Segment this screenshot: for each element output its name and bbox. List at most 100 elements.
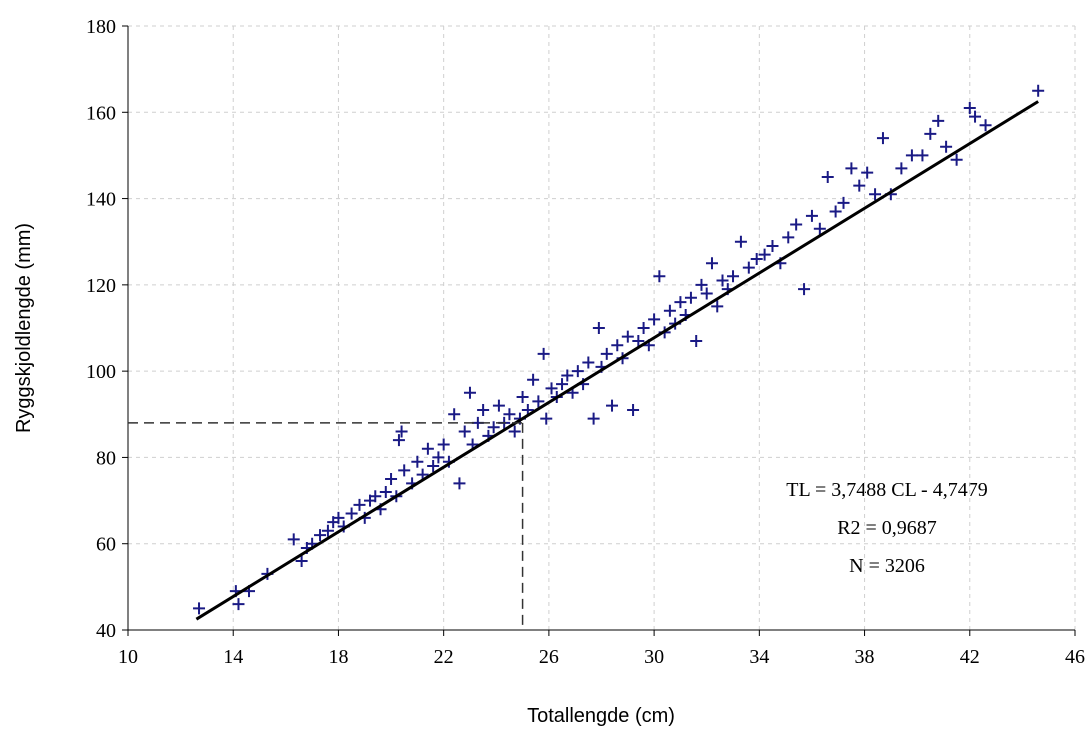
x-tick-label: 10: [118, 646, 138, 668]
point: [684, 291, 697, 304]
point: [621, 330, 634, 343]
point: [750, 252, 763, 265]
point: [385, 473, 398, 485]
y-tick-label: 80: [96, 447, 116, 469]
point: [369, 490, 382, 503]
point: [503, 408, 516, 421]
point: [527, 373, 540, 386]
point: [287, 533, 300, 546]
point: [940, 140, 953, 153]
point: [632, 334, 645, 347]
point: [766, 240, 779, 253]
point: [905, 149, 918, 162]
point: [353, 498, 366, 511]
x-tick-label: 18: [328, 646, 348, 668]
point: [861, 166, 874, 179]
point: [427, 460, 440, 473]
point: [837, 196, 850, 209]
x-tick-label: 14: [223, 646, 243, 668]
point: [398, 464, 411, 477]
point: [637, 322, 650, 334]
x-tick-label: 22: [434, 646, 454, 668]
point: [758, 248, 771, 261]
point: [821, 171, 834, 183]
point: [979, 119, 992, 132]
y-tick-label: 160: [86, 102, 116, 124]
point: [845, 162, 858, 175]
point: [805, 209, 818, 222]
point: [332, 511, 345, 524]
point: [395, 425, 408, 438]
point: [421, 442, 434, 455]
point: [653, 270, 666, 283]
point: [537, 347, 550, 360]
y-axis-title: Ryggskjoldlengde (mm): [13, 223, 35, 433]
point: [448, 408, 461, 421]
point: [458, 425, 471, 438]
point: [705, 257, 718, 270]
point: [411, 455, 424, 468]
point: [734, 235, 747, 248]
y-tick-label: 60: [96, 534, 116, 556]
point: [232, 598, 245, 611]
point: [716, 274, 729, 287]
point: [606, 399, 619, 412]
point: [627, 403, 640, 416]
x-tick-label: 26: [539, 646, 559, 668]
point: [571, 365, 584, 378]
point: [463, 386, 476, 399]
x-tick-label: 46: [1065, 646, 1085, 668]
point: [790, 218, 803, 231]
point: [508, 425, 521, 438]
point: [437, 438, 450, 451]
annotation: R2 = 0,9687: [837, 517, 937, 539]
point: [432, 451, 445, 464]
point: [876, 132, 889, 145]
point: [963, 101, 976, 114]
point: [663, 304, 676, 317]
annotation: N = 3206: [849, 555, 925, 577]
point: [727, 270, 740, 283]
point: [477, 403, 490, 416]
point: [853, 179, 866, 192]
point: [695, 278, 708, 291]
fit-line: [195, 100, 1039, 621]
point: [648, 313, 661, 326]
point: [545, 382, 558, 395]
point: [193, 602, 206, 615]
x-tick-label: 30: [644, 646, 664, 668]
point: [932, 114, 945, 127]
point: [492, 399, 505, 412]
y-tick-label: 120: [86, 275, 116, 297]
y-tick-label: 40: [96, 620, 116, 642]
point: [587, 412, 600, 425]
point: [295, 554, 308, 567]
y-tick-label: 100: [86, 361, 116, 383]
point: [611, 339, 624, 352]
point: [869, 188, 882, 201]
point: [321, 524, 334, 537]
point: [969, 110, 982, 123]
x-axis-title: Totallengde (cm): [527, 705, 675, 727]
point: [516, 391, 529, 404]
point: [392, 434, 405, 447]
point: [742, 261, 755, 274]
point: [700, 287, 713, 300]
point: [711, 300, 724, 313]
point: [690, 334, 703, 347]
point: [582, 356, 595, 369]
point: [532, 395, 545, 408]
x-tick-label: 34: [749, 646, 769, 668]
point: [561, 369, 574, 382]
point: [782, 231, 795, 244]
point: [487, 421, 500, 434]
point: [924, 127, 937, 140]
point: [950, 153, 963, 166]
point: [798, 283, 811, 296]
point: [540, 412, 553, 425]
point: [556, 378, 569, 391]
point: [829, 205, 842, 218]
point: [600, 347, 613, 360]
point: [453, 477, 466, 490]
